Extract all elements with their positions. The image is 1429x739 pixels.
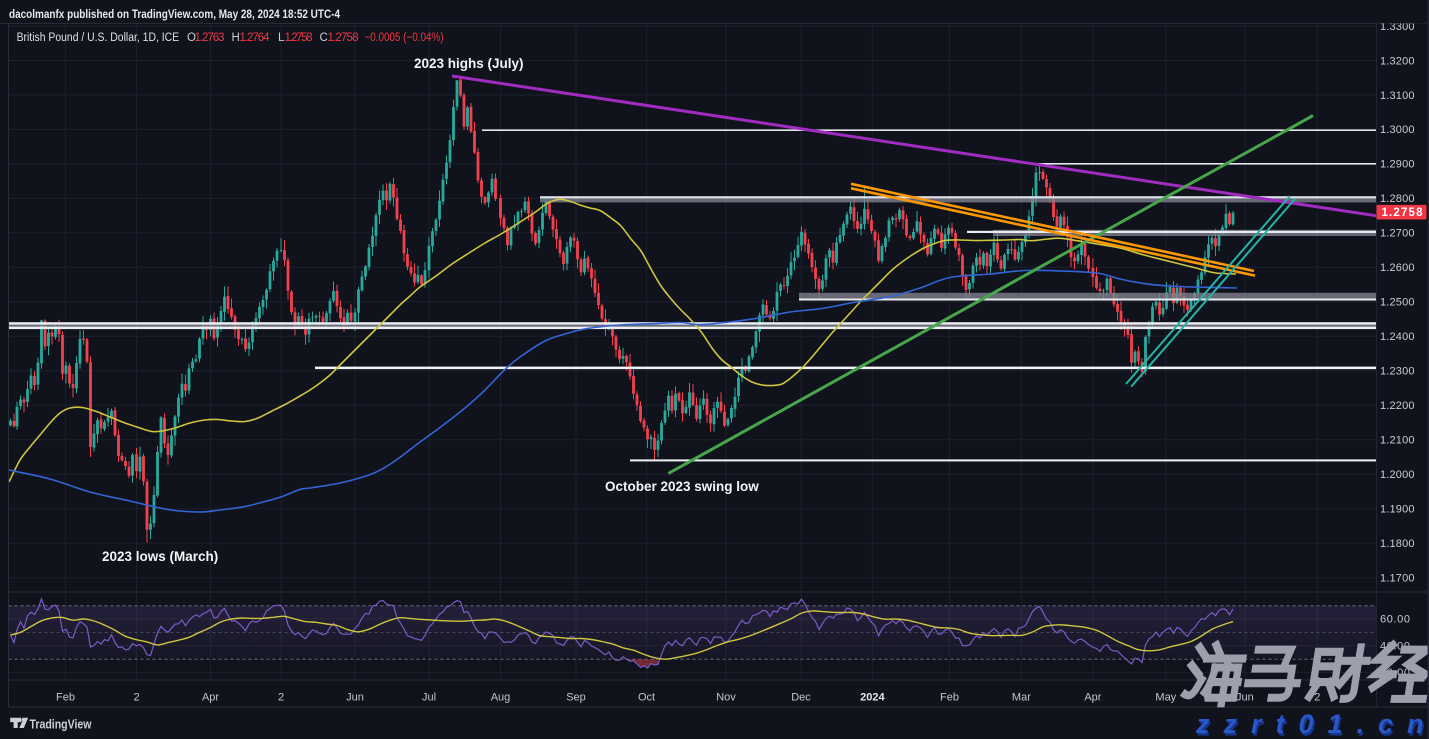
svg-text:1.2000: 1.2000 xyxy=(1380,469,1415,481)
svg-text:L: L xyxy=(278,32,285,44)
svg-text:1.3100: 1.3100 xyxy=(1380,90,1415,102)
svg-text:2024: 2024 xyxy=(860,692,885,704)
svg-text:2: 2 xyxy=(278,692,284,704)
svg-text:Aug: Aug xyxy=(491,692,511,704)
svg-text:TradingView: TradingView xyxy=(30,718,92,732)
svg-text:1.2763: 1.2763 xyxy=(195,32,225,44)
svg-text:2: 2 xyxy=(133,692,139,704)
svg-text:Oct: Oct xyxy=(638,692,655,704)
svg-text:1.1700: 1.1700 xyxy=(1380,573,1415,585)
svg-text:1.2900: 1.2900 xyxy=(1380,159,1415,171)
svg-text:C: C xyxy=(320,32,328,44)
svg-text:1.2800: 1.2800 xyxy=(1380,193,1415,205)
svg-text:1.2758: 1.2758 xyxy=(285,32,313,44)
svg-text:Apr: Apr xyxy=(1084,692,1101,704)
svg-text:2023 lows (March): 2023 lows (March) xyxy=(102,549,218,564)
svg-text:−0.0005 (−0.04%): −0.0005 (−0.04%) xyxy=(365,32,444,44)
svg-text:Nov: Nov xyxy=(716,692,736,704)
svg-text:1.2500: 1.2500 xyxy=(1380,297,1415,309)
svg-text:2: 2 xyxy=(1314,692,1320,704)
svg-text:Jul: Jul xyxy=(422,692,436,704)
svg-text:British Pound / U.S. Dollar, 1: British Pound / U.S. Dollar, 1D, ICE xyxy=(17,32,180,44)
svg-text:60.00: 60.00 xyxy=(1380,614,1410,626)
svg-text:Sep: Sep xyxy=(566,692,586,704)
svg-text:Dec: Dec xyxy=(791,692,811,704)
svg-text:1.2758: 1.2758 xyxy=(328,32,359,44)
svg-text:Feb: Feb xyxy=(940,692,959,704)
svg-text:1.3300: 1.3300 xyxy=(1380,21,1415,33)
svg-text:H: H xyxy=(232,32,240,44)
svg-text:1.1900: 1.1900 xyxy=(1380,504,1415,516)
svg-text:dacolmanfx published on Tradin: dacolmanfx published on TradingView.com,… xyxy=(9,7,340,21)
svg-text:Apr: Apr xyxy=(202,692,219,704)
svg-text:Jun: Jun xyxy=(1236,692,1254,704)
svg-text:Feb: Feb xyxy=(56,692,75,704)
svg-text:zzrt01.cn: zzrt01.cn xyxy=(1197,712,1429,739)
svg-text:2023 highs (July): 2023 highs (July) xyxy=(414,56,524,71)
svg-text:1.2700: 1.2700 xyxy=(1380,228,1415,240)
svg-text:1.1800: 1.1800 xyxy=(1380,538,1415,550)
svg-text:1.2200: 1.2200 xyxy=(1380,400,1415,412)
svg-text:Jun: Jun xyxy=(346,692,364,704)
svg-text:zzrt01.cn: zzrt01.cn xyxy=(1195,709,1429,739)
svg-text:1.2400: 1.2400 xyxy=(1380,331,1415,343)
svg-text:1.2300: 1.2300 xyxy=(1380,366,1415,378)
svg-text:1.3000: 1.3000 xyxy=(1380,124,1415,136)
svg-text:1.2600: 1.2600 xyxy=(1380,262,1415,274)
svg-text:May: May xyxy=(1155,692,1176,704)
svg-text:1.3200: 1.3200 xyxy=(1380,55,1415,67)
svg-text:O: O xyxy=(187,32,196,44)
svg-text:October 2023 swing low: October 2023 swing low xyxy=(605,479,759,494)
svg-text:1.2764: 1.2764 xyxy=(240,32,271,44)
svg-text:1.2100: 1.2100 xyxy=(1380,435,1415,447)
svg-text:1.2758: 1.2758 xyxy=(1382,207,1424,219)
svg-text:Mar: Mar xyxy=(1012,692,1031,704)
